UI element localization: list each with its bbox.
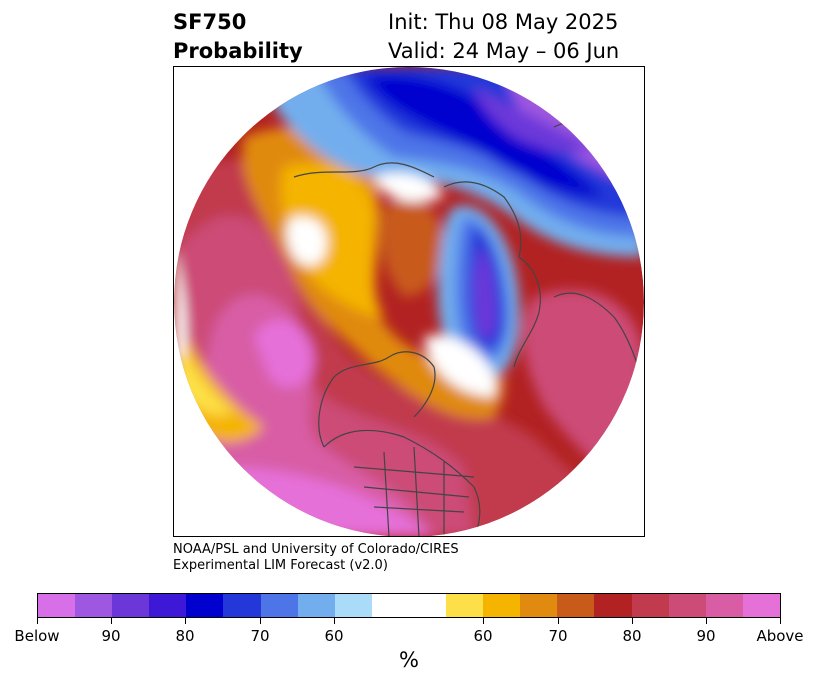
negative-anomaly-region — [364, 74, 604, 197]
title-valid-range: Valid: 24 May – 06 Jun — [388, 39, 620, 63]
colorbar-tick — [185, 618, 186, 624]
colorbar-tick-label: 80 — [175, 627, 195, 645]
colorbar-tick — [483, 618, 484, 624]
colorbar-cell — [668, 594, 706, 617]
chart-title-right: Init: Thu 08 May 2025 Valid: 24 May – 06… — [388, 8, 619, 66]
positive-anomaly-region — [380, 199, 444, 297]
probability-field — [174, 67, 644, 536]
colorbar-tick — [632, 618, 633, 624]
colorbar-cell — [112, 594, 150, 617]
chart-title-left: SF750 Probability — [173, 8, 303, 66]
coastline-path — [388, 351, 436, 418]
coastline-path — [443, 181, 522, 258]
colorbar-tick — [558, 618, 559, 624]
credit-line-1: NOAA/PSL and University of Colorado/CIRE… — [173, 542, 459, 557]
coastline-path — [353, 446, 475, 536]
title-quantity: Probability — [173, 39, 303, 63]
colorbar — [37, 593, 781, 618]
colorbar-cell — [260, 594, 298, 617]
negative-anomaly-region — [474, 247, 496, 340]
polar-map — [174, 67, 644, 536]
colorbar-cell — [371, 594, 409, 617]
negative-anomaly-region — [474, 87, 594, 153]
colorbar-cell — [38, 594, 76, 617]
colorbar-cell — [631, 594, 669, 617]
positive-anomaly-region — [280, 163, 384, 317]
coastline-path — [318, 356, 390, 448]
colorbar-tick — [780, 618, 781, 624]
colorbar-cell — [520, 594, 558, 617]
title-init-date: Init: Thu 08 May 2025 — [388, 10, 619, 34]
colorbar-tick-label: 80 — [622, 627, 642, 645]
colorbar-tick-label: 90 — [101, 627, 121, 645]
colorbar-tick — [260, 618, 261, 624]
colorbar-cell — [557, 594, 595, 617]
colorbar-tick-label: 70 — [548, 627, 568, 645]
colorbar-cell — [149, 594, 187, 617]
colorbar-tick-label: Above — [756, 627, 804, 645]
title-variable: SF750 — [173, 10, 247, 34]
coastline-path — [513, 256, 541, 368]
colorbar-tick — [706, 618, 707, 624]
colorbar-cell — [742, 594, 780, 617]
colorbar-cell — [334, 594, 372, 617]
colorbar-tick-label: 70 — [250, 627, 270, 645]
colorbar-cell — [408, 594, 447, 617]
colorbar-tick — [334, 618, 335, 624]
colorbar-tick — [111, 618, 112, 624]
colorbar-tick-label: 60 — [324, 627, 344, 645]
credit-text: NOAA/PSL and University of Colorado/CIRE… — [173, 542, 459, 574]
map-panel — [173, 66, 645, 537]
coastline-path — [323, 429, 481, 536]
colorbar-tick-label: 90 — [696, 627, 716, 645]
colorbar-tick — [37, 618, 38, 624]
neutral-region — [286, 216, 328, 266]
positive-anomaly-region — [254, 319, 315, 388]
colorbar-tick-label: 60 — [473, 627, 493, 645]
colorbar-cell — [705, 594, 743, 617]
neutral-region — [174, 247, 186, 357]
colorbar-cell — [186, 594, 224, 617]
colorbar-cell — [297, 594, 335, 617]
colorbar-cell — [483, 594, 521, 617]
colorbar-cell — [446, 594, 484, 617]
neutral-region — [374, 173, 444, 202]
colorbar-cell — [594, 594, 632, 617]
colorbar-unit-label: % — [399, 648, 419, 672]
neutral-region — [424, 335, 496, 397]
colorbar-tick-label: Below — [14, 627, 60, 645]
colorbar-cell — [75, 594, 113, 617]
credit-line-2: Experimental LIM Forecast (v2.0) — [173, 558, 388, 573]
colorbar-cell — [223, 594, 261, 617]
coastline-path — [293, 162, 435, 178]
